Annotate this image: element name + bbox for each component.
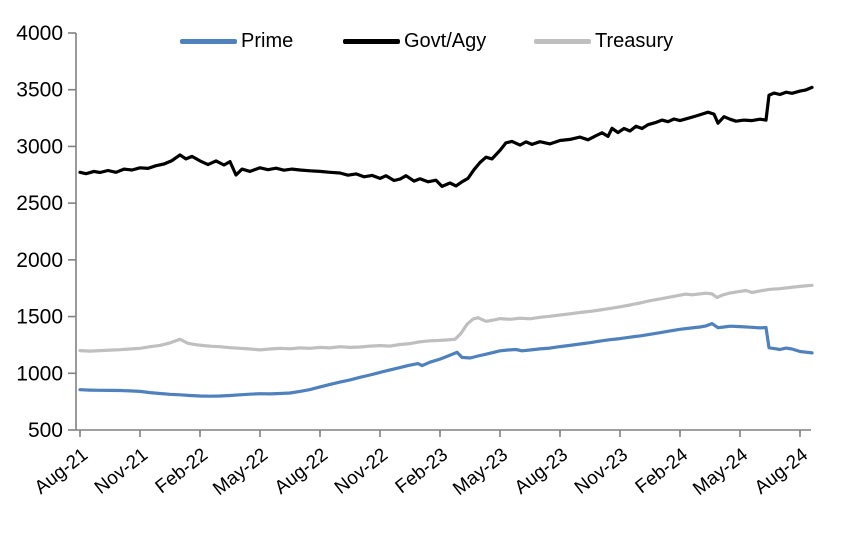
y-tick-label: 3500 (16, 79, 63, 102)
y-tick-label: 3000 (16, 135, 63, 158)
legend: Prime Govt/Agy Treasury (0, 28, 852, 54)
y-tick-label: 500 (28, 419, 63, 442)
legend-item-treasury: Treasury (534, 28, 673, 54)
x-tick-label: Aug-23 (511, 444, 572, 498)
x-tick-label: Aug-22 (271, 444, 332, 498)
prime-line (78, 322, 814, 398)
legend-label-prime: Prime (241, 30, 294, 52)
x-tick-label: Feb-22 (152, 444, 212, 498)
y-tick-label: 1000 (16, 362, 63, 385)
x-tick-label: May-22 (209, 444, 272, 500)
x-tick-label: Aug-21 (31, 444, 92, 498)
legend-label-treasury: Treasury (595, 30, 674, 52)
govt-agy-line (78, 85, 814, 188)
y-tick-label: 4000 (16, 22, 63, 45)
x-tick-label: Nov-21 (91, 444, 152, 498)
govt-agy-line-swatch (343, 38, 400, 44)
x-tick-label: Feb-24 (632, 444, 693, 498)
x-tick-label: May-24 (689, 444, 752, 500)
x-tick-label: May-23 (449, 444, 512, 500)
y-tick-label: 1500 (16, 306, 63, 329)
treasury-line (78, 283, 814, 353)
y-tick-label: 2500 (16, 192, 63, 215)
x-tick-label: Nov-23 (571, 444, 632, 498)
y-tick-label: 2000 (16, 249, 63, 272)
treasury-line-swatch (534, 38, 591, 44)
x-tick-label: Nov-22 (331, 444, 392, 498)
legend-item-govt-agy: Govt/Agy (343, 28, 486, 54)
x-tick-label: Feb-23 (392, 444, 452, 498)
x-tick-label: Aug-24 (751, 444, 813, 499)
legend-label-govt-agy: Govt/Agy (404, 30, 487, 52)
prime-line-swatch (180, 38, 237, 44)
legend-item-prime: Prime (180, 28, 293, 54)
